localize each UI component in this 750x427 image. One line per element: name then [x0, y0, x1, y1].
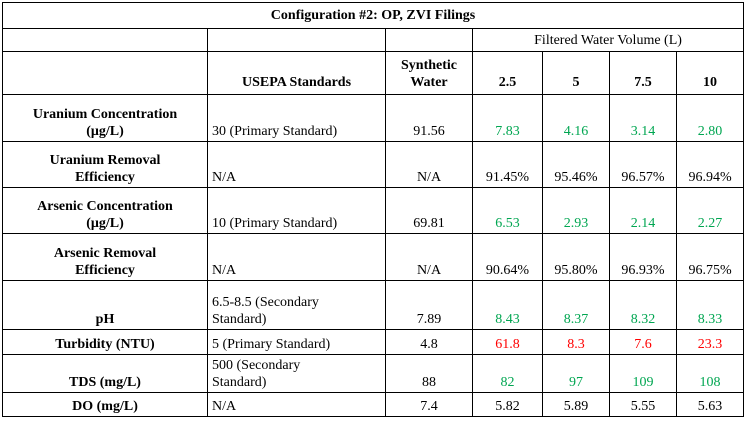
table-row: DO (mg/L) N/A 7.4 5.82 5.89 5.55 5.63	[2, 392, 745, 417]
parameter-cell: pH	[2, 280, 208, 330]
filtered-value-cell: 23.3	[675, 329, 745, 355]
parameter-cell: Arsenic Removal Efficiency	[2, 233, 208, 281]
usepa-standard-cell: 10 (Primary Standard)	[207, 187, 386, 234]
parameter-cell: Uranium Concentration (μg/L)	[2, 94, 208, 142]
filtered-value-cell: 96.57%	[609, 141, 677, 188]
title-row: Configuration #2: OP, ZVI Filings	[1, 2, 745, 29]
usepa-standard-cell: 30 (Primary Standard)	[207, 94, 386, 142]
filtered-value-cell: 2.80	[675, 94, 745, 142]
table-row: Uranium Removal Efficiency N/A N/A 91.45% 95.…	[2, 141, 745, 188]
data-rows: Uranium Concentration (μg/L) 30 (Primary S…	[2, 94, 745, 417]
data-table-container: Configuration #2: OP, ZVI Filings Filter…	[1, 2, 745, 417]
filtered-value-cell: 5.89	[542, 392, 610, 417]
synthetic-water-cell: N/A	[385, 141, 473, 188]
parameter-cell: Arsenic Concentration (μg/L)	[2, 187, 208, 234]
volume-header: 2.5	[472, 51, 543, 95]
usepa-standard-cell: 5 (Primary Standard)	[207, 329, 386, 355]
usepa-standard-cell: N/A	[207, 233, 386, 281]
results-table: Configuration #2: OP, ZVI Filings Filter…	[1, 2, 745, 417]
parameter-cell: DO (mg/L)	[2, 392, 208, 417]
filtered-value-cell: 96.93%	[609, 233, 677, 281]
filtered-value-cell: 7.6	[609, 329, 677, 355]
filtered-value-cell: 109	[609, 354, 677, 393]
filtered-value-cell: 5.82	[472, 392, 543, 417]
filtered-value-cell: 8.3	[542, 329, 610, 355]
volume-header: 10	[675, 51, 745, 95]
filtered-value-cell: 8.37	[542, 280, 610, 330]
filtered-value-cell: 8.33	[675, 280, 745, 330]
table-row: Arsenic Concentration (μg/L) 10 (Primary S…	[2, 187, 745, 234]
parameter-cell: Turbidity (NTU)	[2, 329, 208, 355]
table-row: TDS (mg/L) 500 (Secondary Standard) 88 82 97 1…	[2, 354, 745, 393]
parameter-cell: TDS (mg/L)	[2, 354, 208, 393]
header-empty-cell	[2, 28, 208, 52]
usepa-standard-cell: N/A	[207, 141, 386, 188]
filtered-value-cell: 7.83	[472, 94, 543, 142]
synthetic-water-header: Synthetic Water	[385, 51, 473, 95]
header-empty-cell	[2, 51, 208, 95]
usepa-standard-cell: 6.5-8.5 (Secondary Standard)	[207, 280, 386, 330]
filtered-value-cell: 82	[472, 354, 543, 393]
synthetic-water-cell: 69.81	[385, 187, 473, 234]
filtered-value-cell: 4.16	[542, 94, 610, 142]
usepa-standard-cell: N/A	[207, 392, 386, 417]
filtered-value-cell: 61.8	[472, 329, 543, 355]
parameter-cell: Uranium Removal Efficiency	[2, 141, 208, 188]
header-row-2: USEPA Standards Synthetic Water 2.5 5 7.5…	[2, 51, 745, 95]
filtered-value-cell: 91.45%	[472, 141, 543, 188]
filtered-value-cell: 2.27	[675, 187, 745, 234]
filtered-value-cell: 8.32	[609, 280, 677, 330]
filtered-value-cell: 2.14	[609, 187, 677, 234]
header-empty-cell	[207, 28, 386, 52]
filtered-value-cell: 90.64%	[472, 233, 543, 281]
table-row: Uranium Concentration (μg/L) 30 (Primary S…	[2, 94, 745, 142]
table-title: Configuration #2: OP, ZVI Filings	[1, 2, 745, 29]
synthetic-water-cell: N/A	[385, 233, 473, 281]
filtered-value-cell: 96.75%	[675, 233, 745, 281]
filtered-water-volume-header: Filtered Water Volume (L)	[471, 28, 745, 52]
filtered-value-cell: 108	[675, 354, 745, 393]
filtered-value-cell: 97	[542, 354, 610, 393]
usepa-standard-cell: 500 (Secondary Standard)	[207, 354, 386, 393]
table-row: Arsenic Removal Efficiency N/A N/A 90.64% 95.…	[2, 233, 745, 281]
filtered-value-cell: 2.93	[542, 187, 610, 234]
filtered-value-cell: 8.43	[472, 280, 543, 330]
usepa-standards-header: USEPA Standards	[207, 51, 386, 95]
table-row: Turbidity (NTU) 5 (Primary Standard) 4.8 61…	[2, 329, 745, 355]
synthetic-water-cell: 7.4	[385, 392, 473, 417]
table-row: pH 6.5-8.5 (Secondary Standard) 7.89 8.43 8.3…	[2, 280, 745, 330]
filtered-value-cell: 5.63	[675, 392, 745, 417]
volume-header: 5	[542, 51, 610, 95]
filtered-value-cell: 95.80%	[542, 233, 610, 281]
header-row-1: Filtered Water Volume (L)	[2, 28, 745, 52]
synthetic-water-cell: 88	[385, 354, 473, 393]
filtered-value-cell: 6.53	[472, 187, 543, 234]
synthetic-water-cell: 7.89	[385, 280, 473, 330]
header-empty-cell	[385, 28, 473, 52]
filtered-value-cell: 96.94%	[675, 141, 745, 188]
filtered-value-cell: 5.55	[609, 392, 677, 417]
filtered-value-cell: 3.14	[609, 94, 677, 142]
synthetic-water-cell: 91.56	[385, 94, 473, 142]
synthetic-water-cell: 4.8	[385, 329, 473, 355]
volume-header: 7.5	[609, 51, 677, 95]
filtered-value-cell: 95.46%	[542, 141, 610, 188]
